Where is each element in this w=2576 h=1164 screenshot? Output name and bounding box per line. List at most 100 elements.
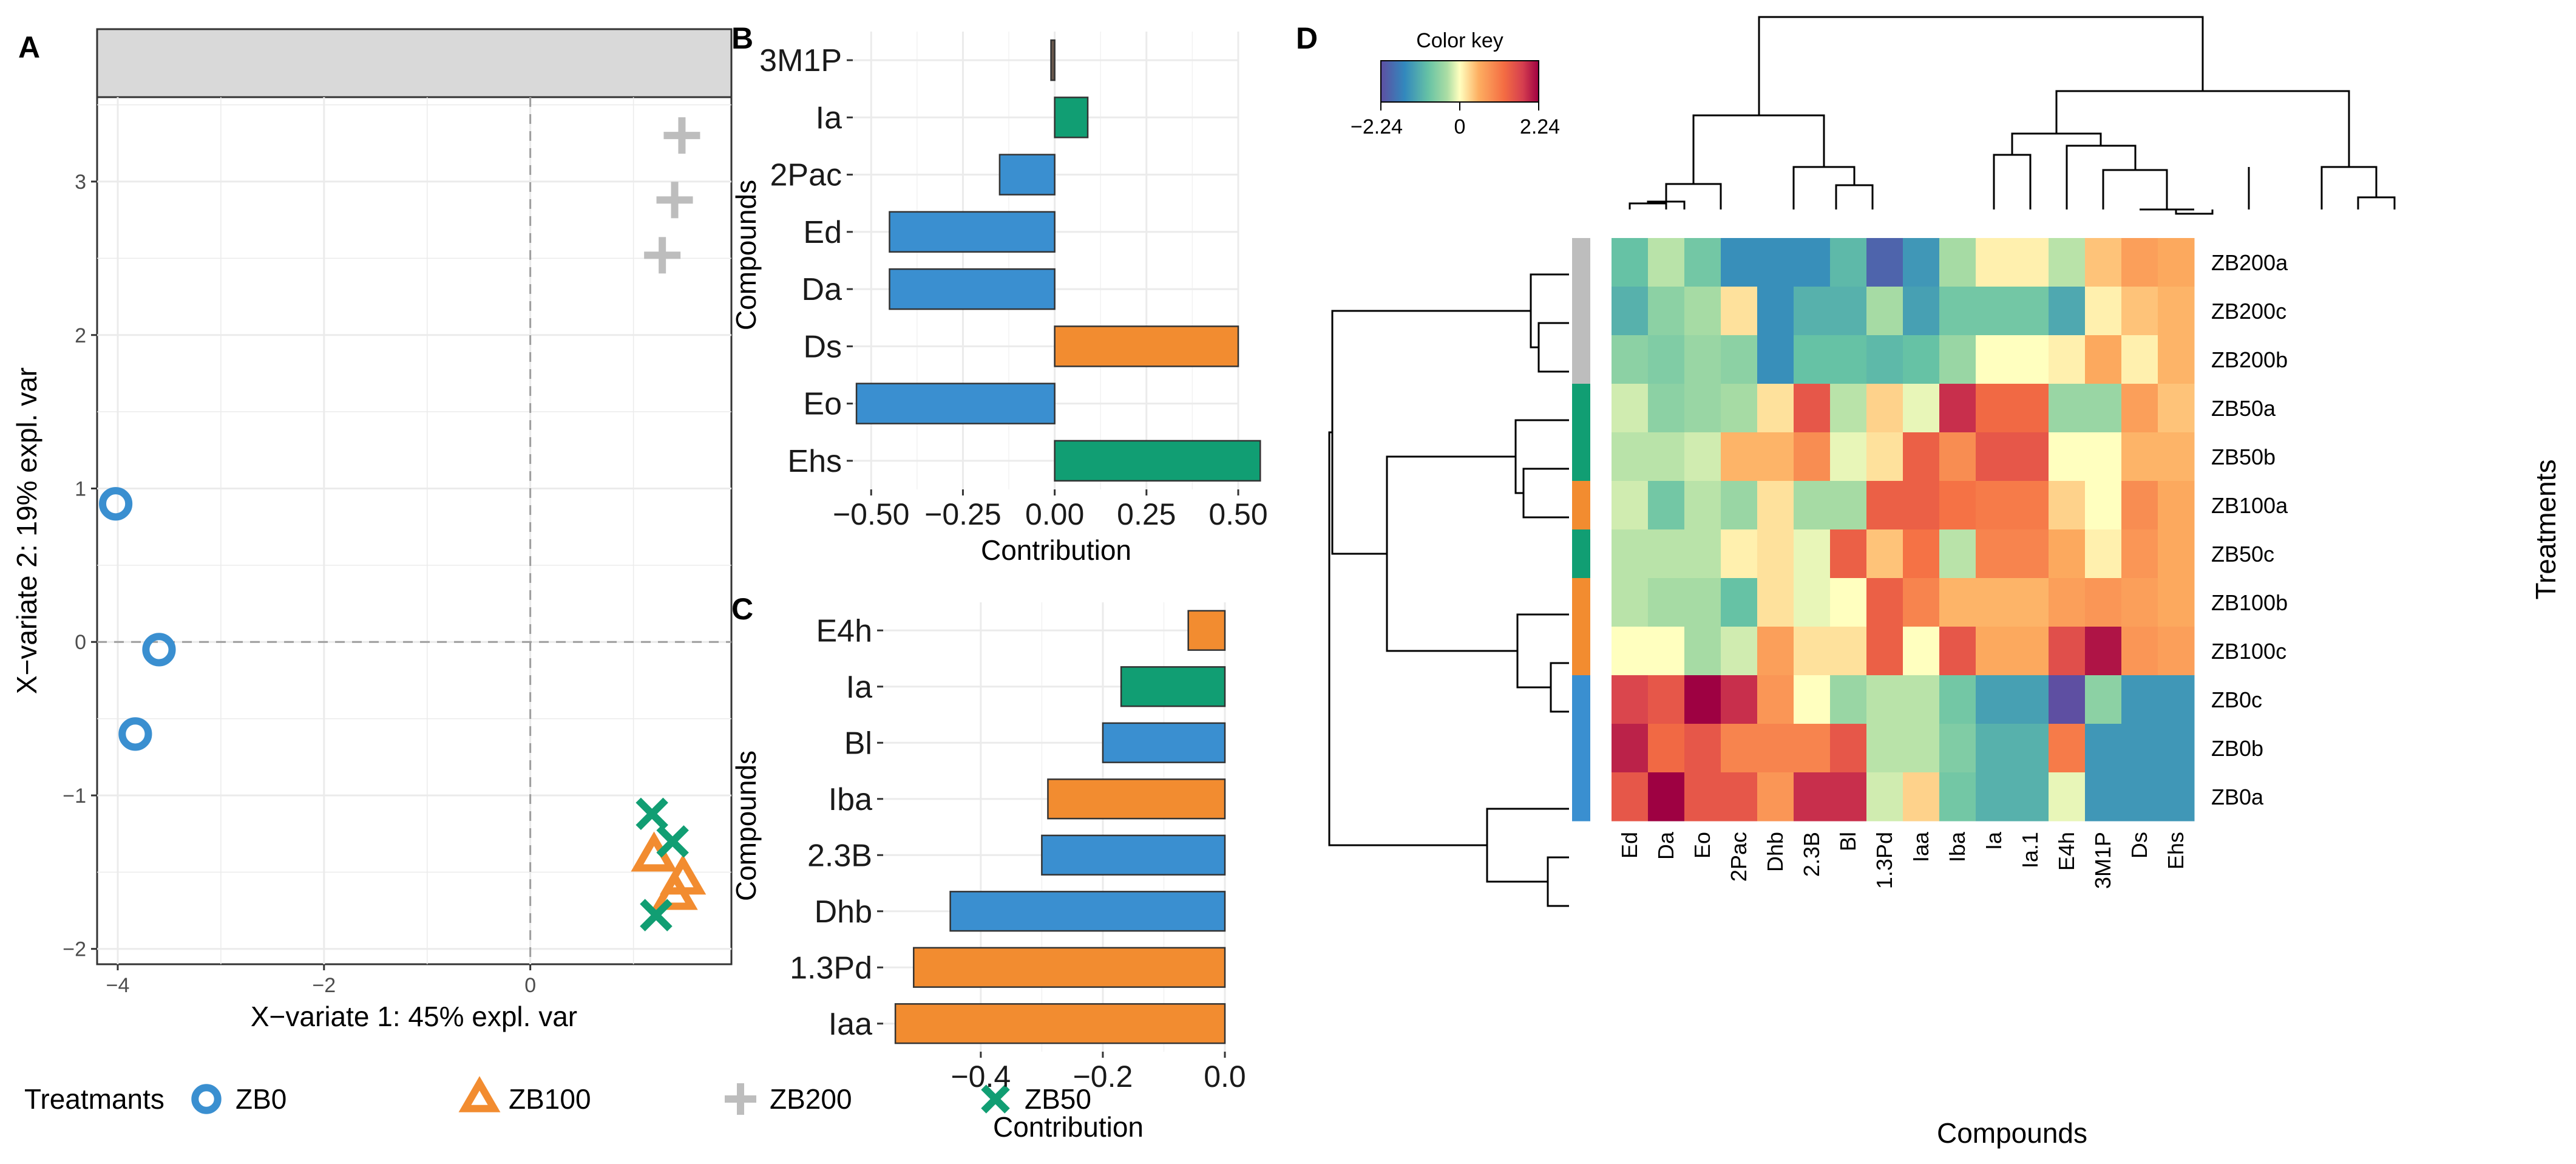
- row-group-swatch-zb0b: [1572, 724, 1590, 773]
- heatmap-cell: [1976, 335, 2013, 384]
- panel-b-bar-3m1p: [1050, 39, 1056, 81]
- heatmap-row-label: ZB0b: [2211, 736, 2263, 761]
- panel-a-points: [98, 117, 707, 931]
- legend-marker-zb200: [725, 1083, 756, 1115]
- heatmap-cell: [1866, 675, 1903, 724]
- heatmap-cell: [1612, 627, 1649, 676]
- heatmap-cell: [1976, 287, 2013, 336]
- heatmap-cell: [1757, 335, 1794, 384]
- heatmap-cell: [1684, 238, 1721, 287]
- heatmap-cell: [1684, 675, 1721, 724]
- heatmap-cell: [2158, 627, 2195, 676]
- heatmap-cell: [1939, 675, 1976, 724]
- point-zb0: [142, 633, 176, 667]
- color-key-label-min: −2.24: [1351, 115, 1403, 138]
- heatmap-cell: [1757, 675, 1794, 724]
- heatmap-cell: [1612, 238, 1649, 287]
- heatmap-row-labels: ZB200a ZB200c ZB200b ZB50a ZB50b ZB100a ZB50c Z…: [2211, 250, 2288, 809]
- heatmap-cell: [1939, 384, 1976, 433]
- panel-b-y-tick-label: 2Pac: [770, 158, 842, 193]
- heatmap-cell: [2158, 238, 2195, 287]
- heatmap-cell: [2158, 529, 2195, 579]
- heatmap-cell: [1684, 772, 1721, 822]
- panel-c-bar-iaa: [894, 1003, 1226, 1044]
- panel-c-bar-iba: [1047, 778, 1226, 820]
- panel-c-bar-e4h: [1187, 610, 1226, 651]
- heatmap-cell: [1830, 724, 1867, 773]
- heatmap-cell: [1939, 724, 1976, 773]
- col-dendro-link-5: [1792, 166, 1856, 209]
- heatmap-cell: [1866, 772, 1903, 822]
- heatmap-column-label: 1.3Pd: [1872, 832, 1897, 889]
- color-key-label-mid: 0: [1454, 115, 1466, 138]
- panel-b-bar-ia: [1054, 97, 1089, 138]
- heatmap-cell: [1794, 238, 1831, 287]
- heatmap-cell: [2085, 238, 2122, 287]
- heatmap-cell: [2012, 578, 2049, 627]
- heatmap-cell: [2049, 481, 2086, 530]
- panel-a-y-tick-label: 1: [75, 477, 86, 500]
- heatmap-cell: [2049, 238, 2086, 287]
- heatmap-cell: [1684, 335, 1721, 384]
- heatmap-cell: [2121, 675, 2158, 724]
- row-dendro-link-9: [1547, 856, 1569, 907]
- panel-c-y-tick-label: Ia: [846, 670, 872, 705]
- heatmap-cell: [1976, 675, 2013, 724]
- col-dendro-link-7: [2175, 209, 2214, 215]
- panel-b-x-axis-label: Contribution: [981, 534, 1131, 566]
- heatmap-cell: [1757, 481, 1794, 530]
- heatmap-cell: [2121, 529, 2158, 579]
- panel-c-y-tick-label: 1.3Pd: [790, 950, 872, 985]
- heatmap-cell: [1757, 287, 1794, 336]
- heatmap-cell: [1976, 724, 2013, 773]
- heatmap-cell: [1757, 578, 1794, 627]
- heatmap-row-label: ZB100a: [2211, 493, 2288, 518]
- heatmap-cell: [2012, 335, 2049, 384]
- point-zb50: [656, 825, 689, 858]
- row-dendro-link-5: [1550, 662, 1569, 713]
- heatmap-cell: [1648, 384, 1685, 433]
- panel-c-y-tick-label: 2.3B: [807, 838, 872, 873]
- heatmap-cell: [2049, 724, 2086, 773]
- heatmap-column-label: 2Pac: [1726, 832, 1751, 882]
- panel-b-bars: [855, 39, 1261, 482]
- heatmap-column-label: 3M1P: [2090, 832, 2115, 889]
- heatmap-cell: [2049, 627, 2086, 676]
- heatmap-cell: [1612, 529, 1649, 579]
- legend-label-zb200: ZB200: [770, 1083, 852, 1115]
- heatmap-column-label: E4h: [2054, 832, 2079, 871]
- legend-marker-zb50: [981, 1084, 1010, 1114]
- col-dendro-link-16: [2055, 90, 2350, 167]
- heatmap-cell: [1721, 772, 1758, 822]
- heatmap-cell: [2012, 724, 2049, 773]
- heatmap-cell: [1903, 578, 1940, 627]
- heatmap-cell: [1976, 529, 2013, 579]
- row-dendro-link-6: [1516, 613, 1569, 689]
- point-zb0: [98, 487, 133, 521]
- heatmap-column-labels: Ed Da Eo 2Pac Dhb 2.3B Bl 1.3Pd Iaa Iba Ia Ia.1 E4h 3…: [1617, 831, 2188, 889]
- heatmap-cell: [1612, 772, 1649, 822]
- heatmap-cell: [1939, 627, 1976, 676]
- row-dendrogram: [1328, 273, 1569, 907]
- heatmap-column-label: Bl: [1835, 832, 1860, 851]
- heatmap-cell: [1976, 627, 2013, 676]
- panel-b-y-tick-label: Ia: [816, 100, 842, 135]
- heatmap-cell: [1794, 772, 1831, 822]
- row-group-swatch-zb50c: [1572, 529, 1590, 579]
- panel-a-x-tick-label: −2: [312, 974, 336, 997]
- heatmap-cell: [1721, 724, 1758, 773]
- heatmap-cell: [1648, 627, 1685, 676]
- heatmap-cell: [1903, 529, 1940, 579]
- panel-b-y-tick-label: Ed: [803, 215, 842, 250]
- heatmap-cell: [1866, 238, 1903, 287]
- heatmap-cell: [1648, 724, 1685, 773]
- heatmap-cell: [2012, 529, 2049, 579]
- heatmap-cell: [1721, 238, 1758, 287]
- heatmap-cell: [1830, 384, 1867, 433]
- heatmap-cell: [2158, 724, 2195, 773]
- heatmap-cell: [2121, 384, 2158, 433]
- panel-b-ticks: 3M1P Ia 2Pac Ed Da Ds Eo Ehs −0.50 −0.25 0.00 0.25 0…: [759, 43, 1268, 531]
- heatmap-cell: [1903, 238, 1940, 287]
- point-zb200: [656, 182, 693, 219]
- panel-b-bar-ds: [1054, 325, 1239, 367]
